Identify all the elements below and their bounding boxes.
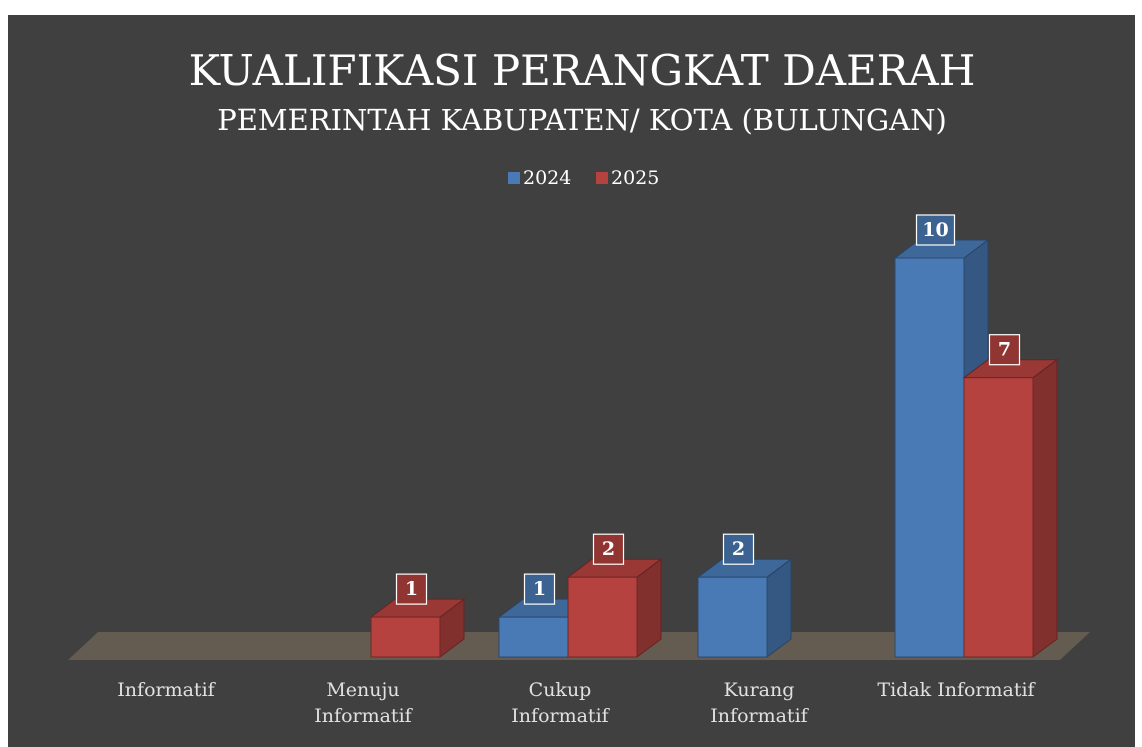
bar-front: [697, 576, 768, 658]
data-label: 1: [533, 578, 546, 600]
data-label-box: [395, 573, 428, 605]
data-label: 10: [922, 219, 948, 241]
x-tick-label: Menuju Informatif: [314, 679, 412, 727]
x-tick-label: Kurang Informatif: [710, 679, 808, 727]
bar: [962, 358, 1059, 658]
chart-title: KUALIFIKASI PERANGKAT DAERAH: [189, 46, 976, 95]
bar-side: [1032, 358, 1058, 658]
legend-label: 2025: [611, 167, 659, 189]
data-label-box: [988, 334, 1021, 366]
data-label-box: [523, 573, 556, 605]
x-tick-label: Tidak Informatif: [877, 679, 1035, 701]
legend-label: 2024: [523, 167, 571, 189]
data-label-box: [592, 533, 625, 565]
legend-swatch: [508, 172, 520, 184]
bar-front: [894, 257, 965, 658]
data-label: 7: [998, 339, 1011, 361]
data-label-box: [722, 533, 755, 565]
data-label: 2: [602, 538, 615, 560]
data-label: 1: [405, 578, 418, 600]
legend-swatch: [596, 172, 608, 184]
bar-front: [370, 616, 441, 658]
x-tick-label: Informatif: [117, 679, 215, 701]
bar-front: [963, 377, 1034, 658]
bar: [369, 598, 466, 658]
data-label: 2: [732, 538, 745, 560]
bar: [566, 558, 663, 658]
bar: [696, 558, 793, 658]
x-tick-label: Cukup Informatif: [511, 679, 609, 727]
data-label-box: [915, 214, 956, 246]
bar-front: [567, 576, 638, 658]
bar-front: [498, 616, 569, 658]
chart-subtitle: PEMERINTAH KABUPATEN/ KOTA (BULUNGAN): [217, 103, 947, 137]
